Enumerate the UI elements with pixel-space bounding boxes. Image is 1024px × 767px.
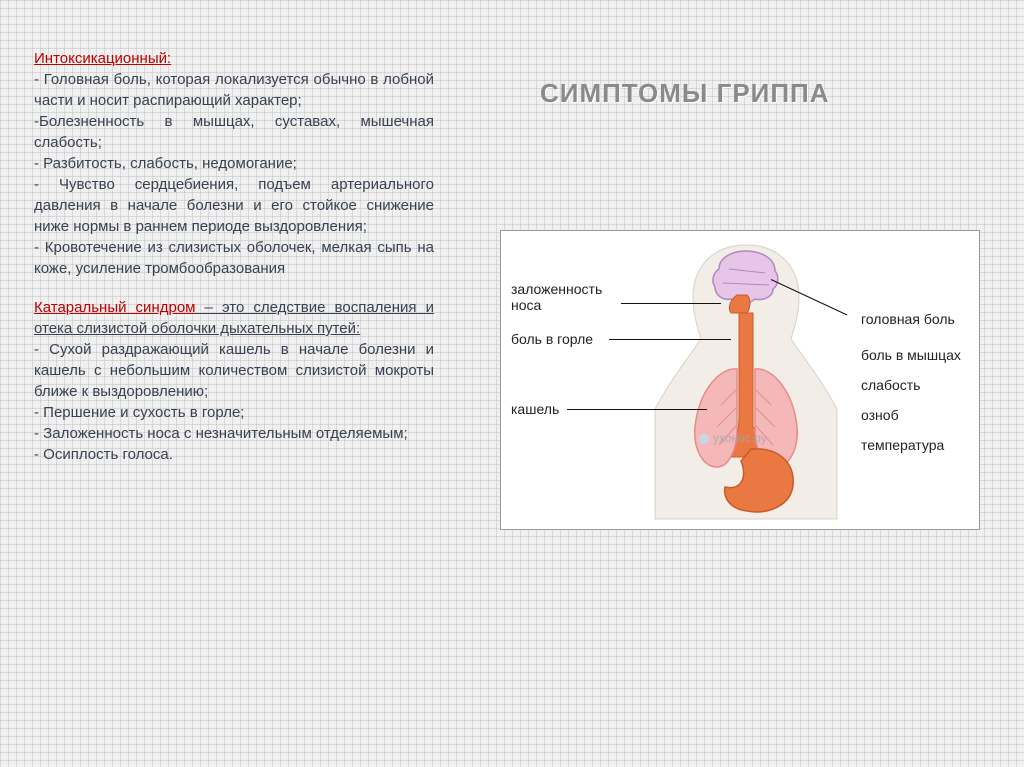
label-muscle: боль в мышцах [861, 347, 961, 363]
label-nose: заложенность носа [511, 281, 602, 313]
label-temperature: температура [861, 437, 944, 453]
text-column: Интоксикационный: - Головная боль, котор… [34, 48, 434, 465]
watermark-icon [699, 434, 709, 444]
watermark: ухонос.ру [699, 431, 767, 445]
intox-item-4: - Кровотечение из слизистых оболочек, ме… [34, 237, 434, 279]
heading-catarrhal: Катаральный синдром [34, 299, 195, 316]
heading-intoxication: Интоксикационный: [34, 50, 171, 67]
leader-nose [621, 303, 721, 304]
label-chills: озноб [861, 407, 899, 423]
label-weakness: слабость [861, 377, 920, 393]
label-cough: кашель [511, 401, 559, 417]
intox-item-0: - Головная боль, которая локализуется об… [34, 69, 434, 111]
cat-item-0: - Сухой раздражающий кашель в начале бол… [34, 339, 434, 402]
label-throat: боль в горле [511, 331, 593, 347]
intox-item-1: -Болезненность в мышцах, суставах, мышеч… [34, 111, 434, 153]
label-headache: головная боль [861, 311, 955, 327]
section-catarrhal: Катаральный синдром – это следствие восп… [34, 297, 434, 465]
anatomy-diagram: заложенность носа боль в горле кашель го… [500, 230, 980, 530]
cat-item-3: - Осиплость голоса. [34, 444, 434, 465]
watermark-text: ухонос.ру [713, 431, 767, 445]
body-silhouette-icon [651, 239, 841, 523]
cat-item-1: - Першение и сухость в горле; [34, 402, 434, 423]
intox-item-2: - Разбитость, слабость, недомогание; [34, 153, 434, 174]
intox-item-3: - Чувство сердцебиения, подъем артериаль… [34, 174, 434, 237]
page-title: СИМПТОМЫ ГРИППА [540, 78, 830, 109]
cat-item-2: - Заложенность носа с незначительным отд… [34, 423, 434, 444]
leader-cough [567, 409, 707, 410]
section-intoxication: Интоксикационный: - Головная боль, котор… [34, 48, 434, 279]
leader-throat [609, 339, 731, 340]
